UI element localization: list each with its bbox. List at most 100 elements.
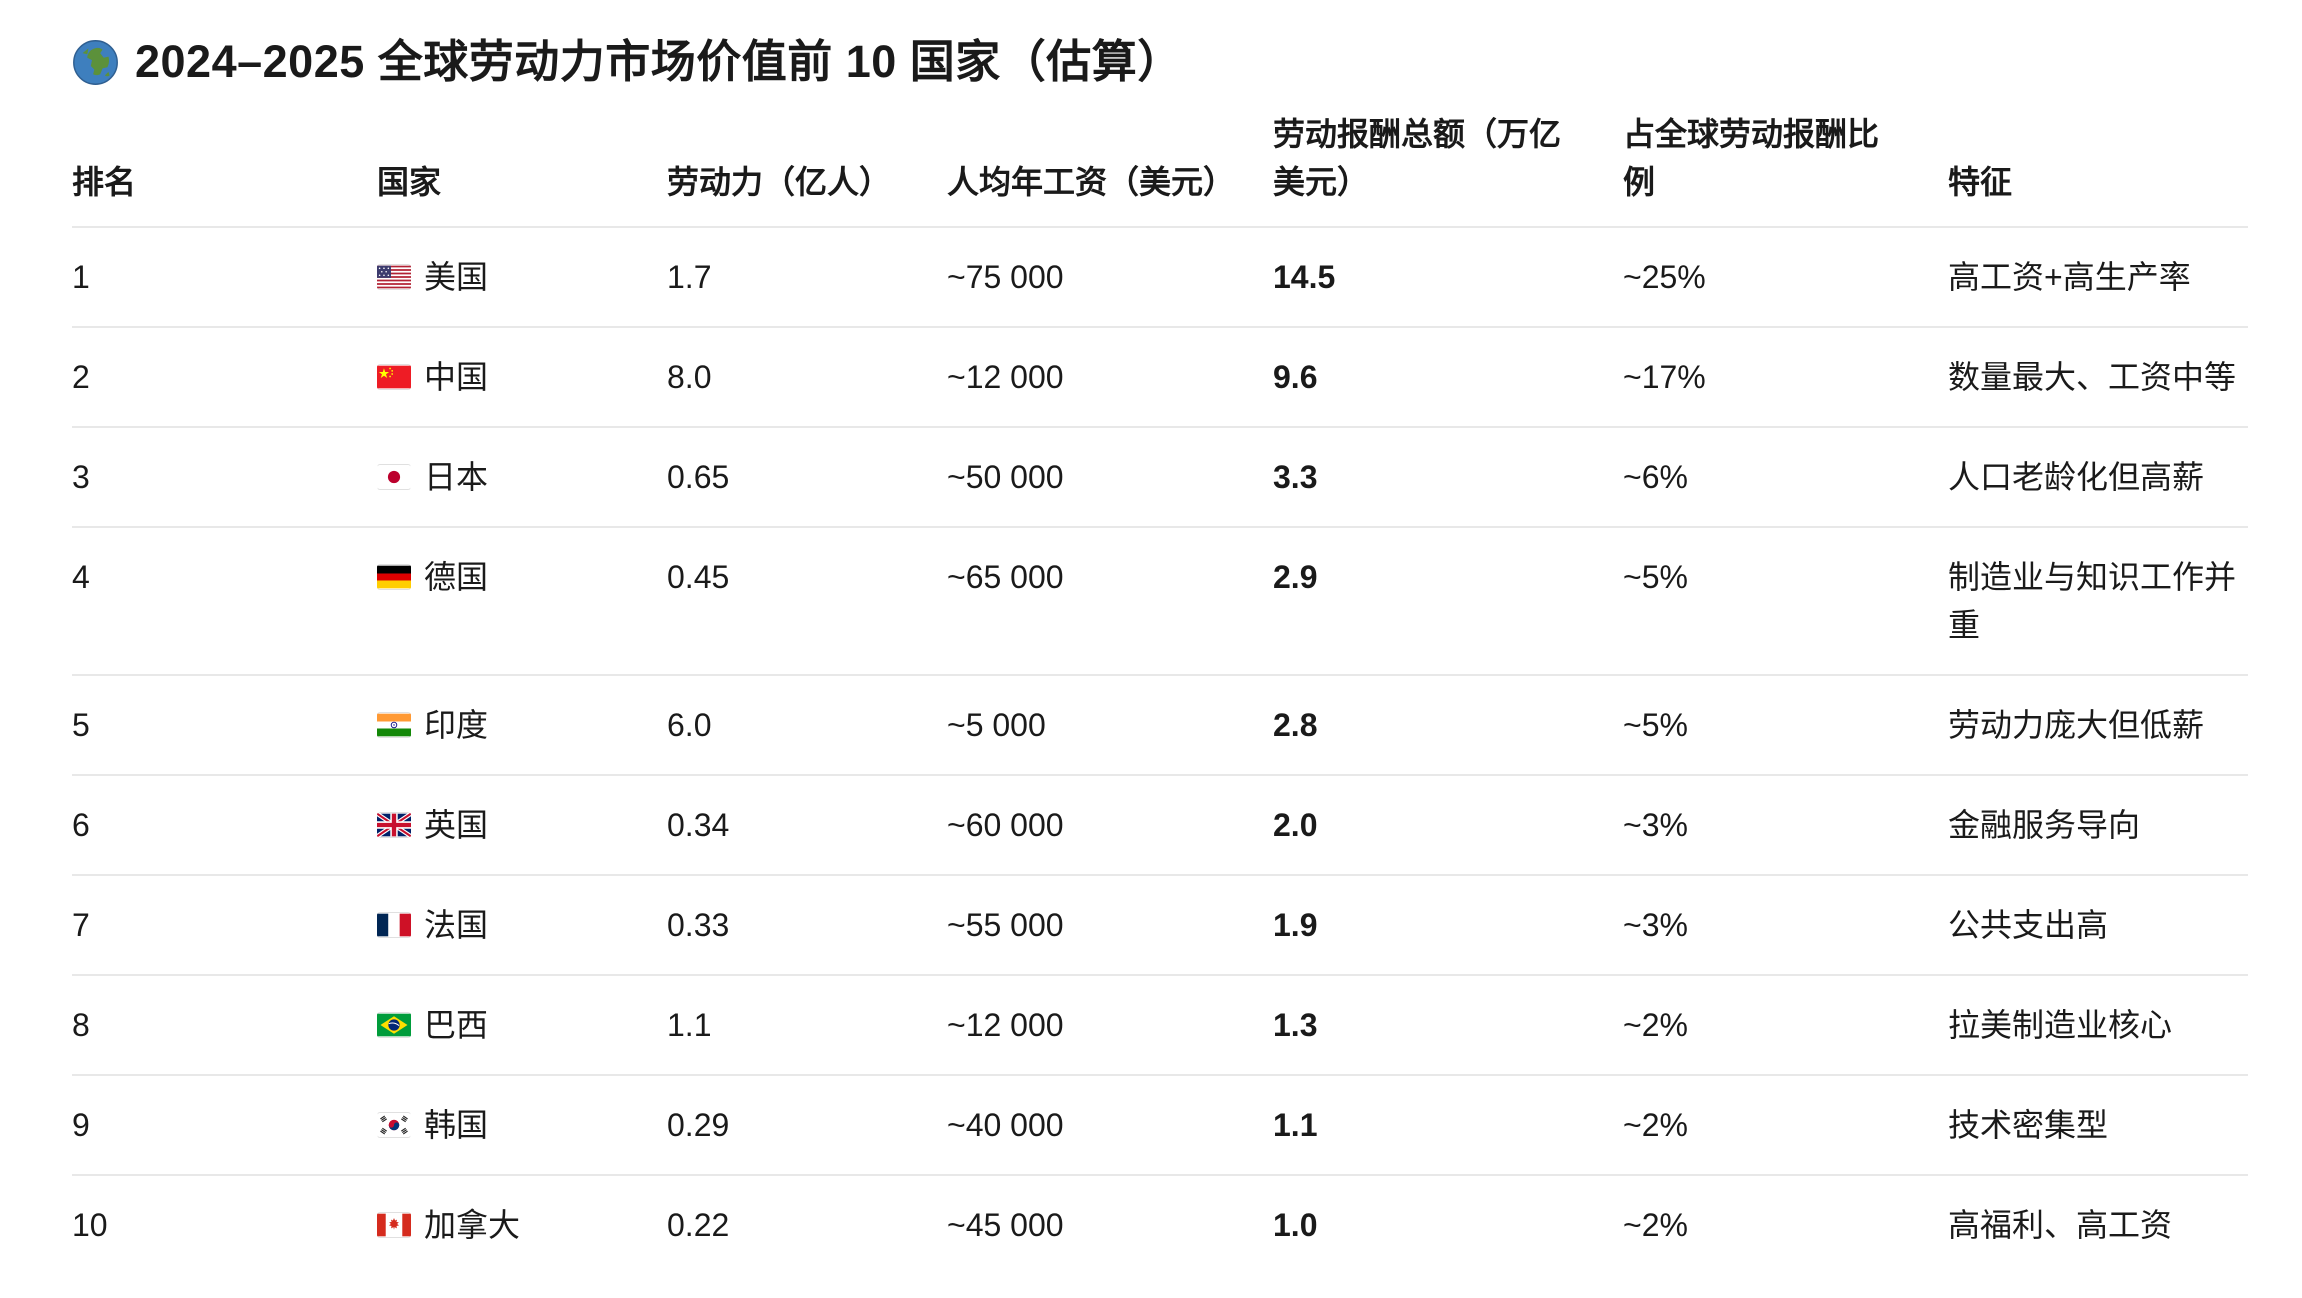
de-flag-icon: [377, 564, 411, 590]
feature-cell: 劳动力庞大但低薪: [1948, 675, 2248, 776]
feature-cell: 高工资+高生产率: [1948, 227, 2248, 328]
global-share-cell: ~5%: [1623, 527, 1948, 676]
avg-wage-cell: ~12 000: [947, 327, 1273, 428]
avg-wage-cell: ~65 000: [947, 527, 1273, 676]
country-cell: 韩国: [377, 1075, 667, 1176]
avg-wage-cell: ~60 000: [947, 775, 1273, 876]
avg-wage-cell: ~12 000: [947, 975, 1273, 1076]
column-header-country: 国家: [377, 110, 667, 228]
table-header-row: 排名 国家 劳动力（亿人） 人均年工资（美元） 劳动报酬总额（万亿美元） 占全球…: [72, 110, 2248, 228]
labor-market-table: 排名 国家 劳动力（亿人） 人均年工资（美元） 劳动报酬总额（万亿美元） 占全球…: [72, 110, 2248, 1274]
feature-cell: 拉美制造业核心: [1948, 975, 2248, 1076]
table-row: 10 加拿大 0.22 ~45 000 1.0 ~2% 高福利、高工资: [72, 1175, 2248, 1274]
total-compensation-cell: 1.9: [1273, 875, 1623, 976]
feature-cell: 数量最大、工资中等: [1948, 327, 2248, 428]
country-name: 英国: [424, 807, 489, 843]
total-compensation-cell: 1.0: [1273, 1207, 1318, 1243]
feature-cell: 公共支出高: [1948, 875, 2248, 976]
global-share-cell: ~3%: [1623, 875, 1948, 976]
labor-force-cell: 0.22: [667, 1207, 730, 1243]
rank-cell: 9: [72, 1075, 377, 1176]
country-cell: 中国: [377, 327, 667, 428]
global-share-cell: ~2%: [1623, 1207, 1688, 1243]
total-compensation-cell: 9.6: [1273, 327, 1623, 428]
country-name: 韩国: [424, 1107, 489, 1143]
country-cell: 法国: [377, 875, 667, 976]
rank-cell: 8: [72, 975, 377, 1076]
kr-flag-icon: [377, 1112, 411, 1138]
country-cell: 印度: [377, 675, 667, 776]
global-share-cell: ~6%: [1623, 427, 1948, 528]
rank-cell: 10: [72, 1207, 108, 1243]
rank-cell: 4: [72, 527, 377, 676]
ca-flag-icon: [377, 1212, 411, 1238]
total-compensation-cell: 1.3: [1273, 975, 1623, 1076]
us-flag-icon: [377, 264, 411, 290]
country-name: 巴西: [424, 1007, 489, 1043]
table-row: 8 巴西 1.1 ~12 000 1.3 ~2% 拉美制造业核心: [72, 975, 2248, 1076]
avg-wage-cell: ~50 000: [947, 427, 1273, 528]
total-compensation-cell: 14.5: [1273, 227, 1623, 328]
feature-cell: 高福利、高工资: [1948, 1207, 2173, 1243]
fr-flag-icon: [377, 912, 411, 938]
labor-force-cell: 0.33: [667, 875, 947, 976]
country-name: 德国: [424, 559, 489, 595]
labor-force-cell: 6.0: [667, 675, 947, 776]
global-share-cell: ~3%: [1623, 775, 1948, 876]
globe-icon: [72, 39, 119, 86]
jp-flag-icon: [377, 464, 411, 490]
global-share-cell: ~17%: [1623, 327, 1948, 428]
column-header-global-share: 占全球劳动报酬比例: [1623, 110, 1948, 228]
global-share-cell: ~5%: [1623, 675, 1948, 776]
table-row: 4 德国 0.45 ~65 000 2.9 ~5% 制造业与知识工作并重: [72, 527, 2248, 676]
rank-cell: 7: [72, 875, 377, 976]
global-share-cell: ~25%: [1623, 227, 1948, 328]
country-cell: 加拿大: [377, 1175, 667, 1274]
rank-cell: 1: [72, 227, 377, 328]
table-row: 1 美国 1.7 ~75 000 14.5 ~25% 高工资+高生产率: [72, 227, 2248, 328]
column-header-avg-wage: 人均年工资（美元）: [947, 110, 1273, 228]
labor-force-cell: 0.29: [667, 1075, 947, 1176]
feature-cell: 人口老龄化但高薪: [1948, 427, 2248, 528]
rank-cell: 6: [72, 775, 377, 876]
country-cell: 美国: [377, 227, 667, 328]
global-share-cell: ~2%: [1623, 1075, 1948, 1176]
table-row: 7 法国 0.33 ~55 000 1.9 ~3% 公共支出高: [72, 875, 2248, 976]
global-share-cell: ~2%: [1623, 975, 1948, 1076]
table-row: 5 印度 6.0 ~5 000 2.8 ~5% 劳动力庞大但低薪: [72, 675, 2248, 776]
table-row: 2 中国 8.0 ~12 000 9.6 ~17% 数量最大、工资中等: [72, 327, 2248, 428]
labor-force-cell: 8.0: [667, 327, 947, 428]
country-cell: 巴西: [377, 975, 667, 1076]
labor-force-cell: 1.7: [667, 227, 947, 328]
feature-cell: 金融服务导向: [1948, 775, 2248, 876]
column-header-rank: 排名: [72, 110, 377, 228]
rank-cell: 5: [72, 675, 377, 776]
column-header-labor-force: 劳动力（亿人）: [667, 110, 947, 228]
in-flag-icon: [377, 712, 411, 738]
avg-wage-cell: ~5 000: [947, 675, 1273, 776]
br-flag-icon: [377, 1012, 411, 1038]
country-cell: 英国: [377, 775, 667, 876]
country-name: 印度: [424, 707, 489, 743]
rank-cell: 3: [72, 427, 377, 528]
column-header-total-compensation: 劳动报酬总额（万亿美元）: [1273, 110, 1623, 228]
feature-cell: 制造业与知识工作并重: [1948, 527, 2248, 676]
country-name: 美国: [424, 259, 489, 295]
avg-wage-cell: ~75 000: [947, 227, 1273, 328]
table-row: 6 英国 0.34 ~60 000 2.0 ~3% 金融服务导向: [72, 775, 2248, 876]
table-row: 9 韩国 0.29 ~40 000 1.1 ~2% 技术密集型: [72, 1075, 2248, 1176]
country-cell: 日本: [377, 427, 667, 528]
column-header-feature: 特征: [1948, 110, 2248, 228]
total-compensation-cell: 1.1: [1273, 1075, 1623, 1176]
labor-force-cell: 0.45: [667, 527, 947, 676]
feature-cell: 技术密集型: [1948, 1075, 2248, 1176]
gb-flag-icon: [377, 812, 411, 838]
table-row: 3 日本 0.65 ~50 000 3.3 ~6% 人口老龄化但高薪: [72, 427, 2248, 528]
avg-wage-cell: ~55 000: [947, 875, 1273, 976]
avg-wage-cell: ~45 000: [947, 1207, 1064, 1243]
total-compensation-cell: 2.0: [1273, 775, 1623, 876]
page-title: 2024–2025 全球劳动力市场价值前 10 国家（估算）: [72, 34, 2248, 90]
labor-force-cell: 0.65: [667, 427, 947, 528]
rank-cell: 2: [72, 327, 377, 428]
total-compensation-cell: 2.9: [1273, 527, 1623, 676]
